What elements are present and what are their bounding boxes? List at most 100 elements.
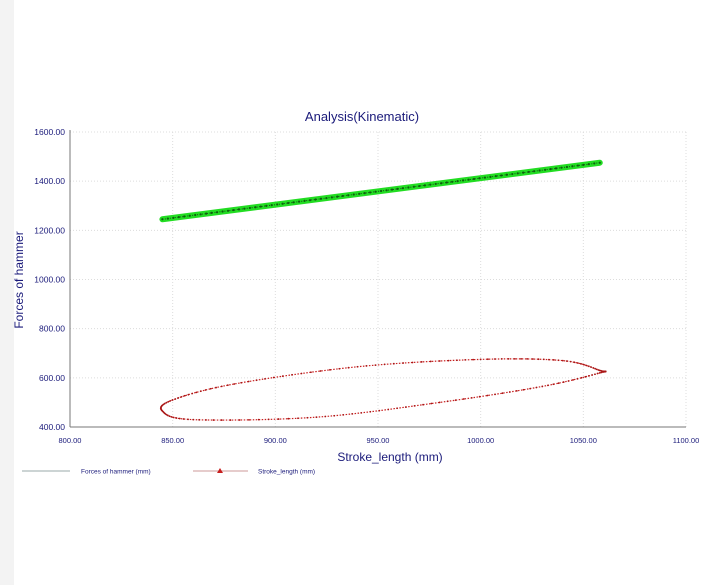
series-stroke-point	[501, 392, 504, 395]
series-stroke-point	[494, 393, 496, 396]
series-forces-point	[549, 167, 552, 171]
series-stroke-point	[215, 386, 217, 389]
series-stroke-point	[168, 415, 171, 418]
series-stroke-point	[324, 415, 327, 418]
series-stroke-point	[438, 360, 441, 362]
series-forces-point	[199, 213, 202, 216]
series-stroke-point	[600, 369, 602, 372]
series-forces-point	[237, 208, 241, 211]
series-forces-point	[478, 177, 481, 180]
series-stroke-point	[220, 385, 223, 388]
series-stroke-point	[319, 370, 322, 372]
series-stroke-point	[513, 357, 516, 360]
series-forces-point	[451, 180, 454, 183]
series-stroke-point	[594, 373, 596, 376]
series-stroke-point	[522, 388, 525, 391]
series-forces-point	[505, 173, 508, 176]
series-stroke-point	[429, 360, 432, 363]
series-stroke-point	[532, 358, 534, 360]
series-forces-point	[303, 199, 306, 202]
series-forces-point	[407, 186, 410, 189]
series-forces-point	[379, 189, 383, 193]
x-tick-label: 950.00	[367, 436, 390, 445]
series-stroke-point	[238, 419, 241, 421]
series-stroke-point	[351, 412, 354, 415]
series-stroke-point	[487, 358, 489, 361]
series-forces-point	[210, 211, 213, 215]
series-stroke-point	[387, 408, 390, 411]
series-forces-point	[232, 208, 235, 212]
series-stroke-point	[272, 376, 275, 379]
series-forces-point	[369, 191, 372, 194]
series-stroke-point	[383, 363, 386, 366]
series-stroke-point	[561, 359, 564, 362]
series-stroke-point	[199, 390, 202, 393]
y-tick-label: 1000.00	[34, 275, 65, 285]
series-forces-point	[543, 168, 547, 171]
series-forces-point	[172, 216, 175, 219]
series-stroke-point	[567, 380, 570, 382]
series-forces-point	[205, 212, 208, 215]
series-forces-point	[500, 174, 503, 177]
series-stroke-point	[229, 419, 232, 421]
series-stroke-point	[187, 418, 189, 421]
series-forces-point	[308, 199, 312, 202]
series-stroke-point	[456, 359, 458, 362]
series-stroke-point	[592, 367, 595, 369]
series-stroke-point	[547, 384, 549, 387]
series-forces-point	[161, 218, 164, 221]
series-forces-point	[598, 161, 601, 164]
series-stroke-point	[315, 416, 318, 419]
series-stroke-point	[572, 378, 574, 381]
series-stroke-point	[172, 416, 175, 419]
series-forces-point	[341, 194, 344, 198]
y-tick-label: 1400.00	[34, 176, 65, 186]
series-forces-point	[226, 209, 230, 212]
series-forces-point	[347, 194, 350, 197]
series-forces-point	[188, 214, 191, 217]
y-tick-label: 1200.00	[34, 225, 65, 235]
series-stroke-point	[392, 362, 395, 365]
series-stroke-point	[557, 382, 560, 385]
series-stroke-point	[378, 409, 381, 412]
series-stroke-point	[300, 372, 303, 375]
series-forces-point	[445, 181, 448, 184]
series-forces-point	[461, 179, 465, 182]
series-stroke-loop	[160, 358, 607, 421]
series-stroke-point	[329, 368, 331, 371]
series-stroke-point	[360, 411, 363, 414]
series-stroke-point	[580, 376, 583, 379]
series-stroke-point	[369, 410, 372, 413]
series-forces-point	[440, 182, 443, 185]
series-forces-point	[358, 192, 361, 195]
series-stroke-point	[494, 358, 496, 360]
left-frame-strip	[0, 0, 14, 585]
series-stroke-point	[470, 396, 473, 399]
series-stroke-point	[291, 373, 293, 376]
series-stroke-point	[209, 387, 212, 390]
series-stroke-point	[584, 375, 587, 378]
series-forces-point	[270, 204, 273, 207]
series-forces-point	[265, 204, 268, 207]
series-stroke-point	[587, 365, 590, 368]
series-forces-point	[396, 187, 399, 190]
series-stroke-point	[472, 358, 475, 361]
series-forces-point	[516, 172, 519, 175]
y-tick-label: 800.00	[39, 324, 65, 334]
series-forces-point	[177, 216, 180, 219]
series-stroke-point	[447, 359, 450, 362]
series-stroke-point	[192, 418, 195, 421]
x-tick-label: 800.00	[59, 436, 82, 445]
x-tick-label: 1100.00	[673, 436, 700, 445]
series-forces-point	[297, 200, 301, 203]
series-stroke-point	[204, 389, 207, 391]
series-stroke-point	[166, 414, 169, 417]
series-stroke-point	[306, 416, 309, 419]
series-stroke-point	[413, 404, 416, 407]
series-stroke-point	[402, 362, 405, 364]
series-forces-point	[587, 163, 590, 166]
series-stroke-point	[248, 418, 250, 421]
series-stroke-point	[167, 400, 170, 403]
series-stroke-point	[585, 364, 588, 367]
series-forces-point	[582, 163, 585, 166]
